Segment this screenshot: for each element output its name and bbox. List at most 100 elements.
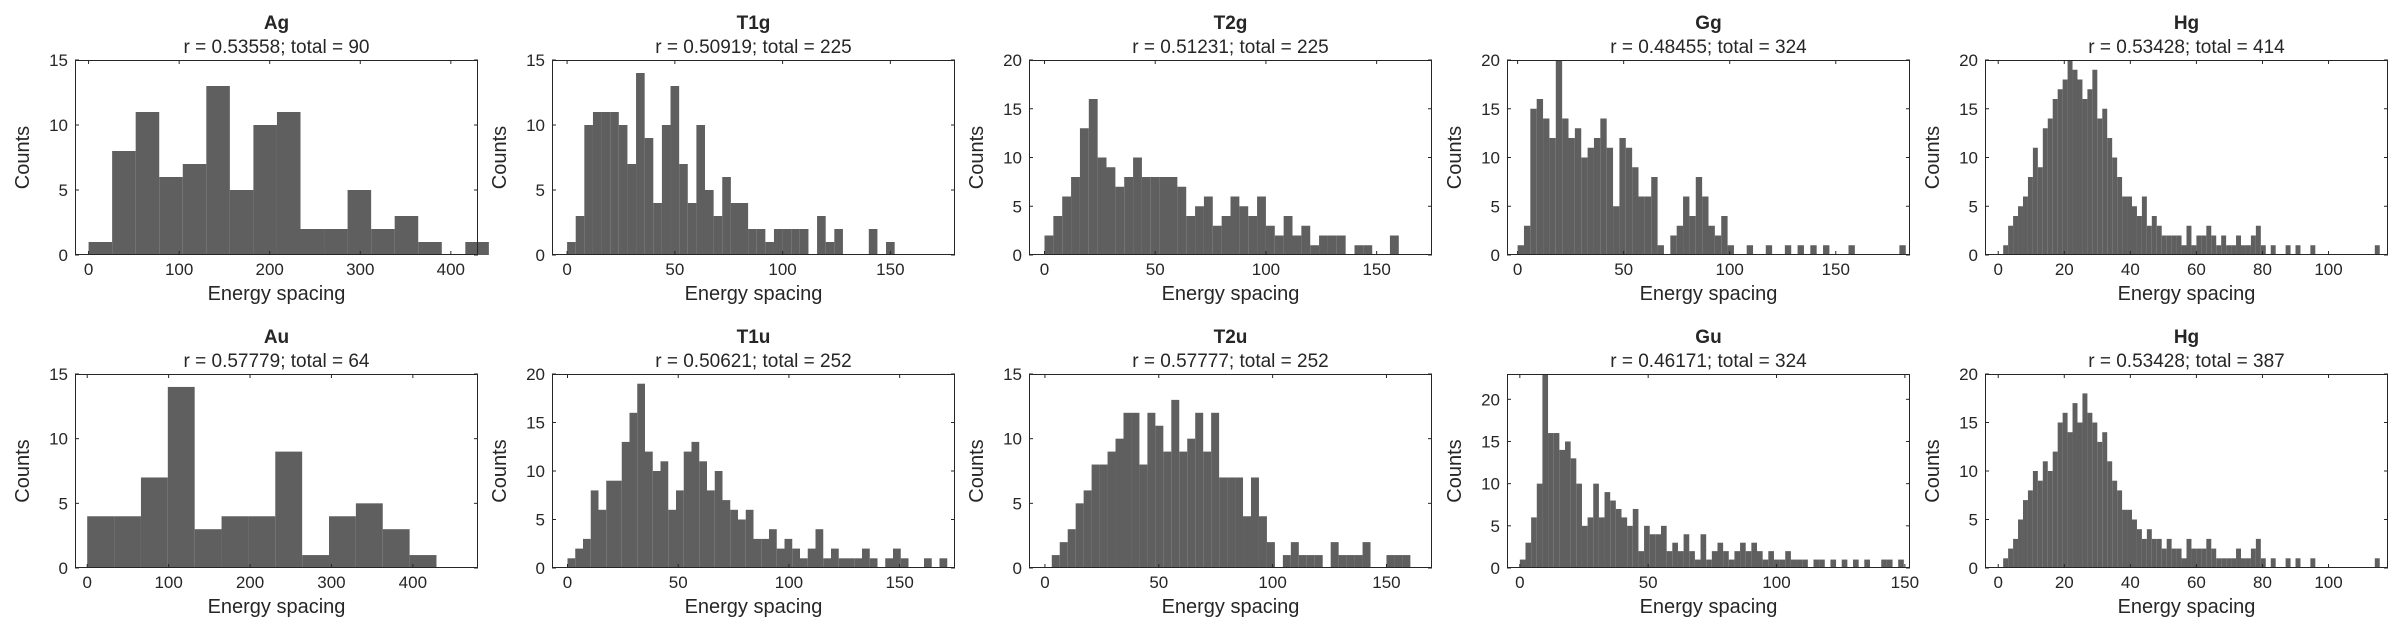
histogram-bar <box>1790 559 1797 568</box>
y-tick-label: 10 <box>1959 149 1978 168</box>
y-axis-label: Counts <box>1444 439 1466 502</box>
histogram-bar <box>792 548 800 568</box>
histogram-bar <box>699 461 707 568</box>
x-tick-label: 50 <box>1639 573 1658 592</box>
histogram-bar <box>1062 196 1072 255</box>
histogram-bar <box>1306 555 1315 568</box>
histogram-bar <box>629 412 638 568</box>
histogram-bar <box>1124 177 1134 255</box>
histogram-bar <box>1649 534 1656 568</box>
histogram-bar <box>1227 477 1236 568</box>
histogram-bar <box>2082 99 2088 255</box>
histogram-bar <box>2260 245 2266 255</box>
histogram-bars <box>2003 393 2380 568</box>
histogram-bar <box>2057 89 2063 255</box>
x-axis-label: Energy spacing <box>1640 283 1778 305</box>
y-axis-label: Counts <box>1922 439 1944 502</box>
y-tick-label: 0 <box>536 246 545 265</box>
histogram-bar <box>705 190 714 255</box>
histogram-bar <box>2245 558 2251 568</box>
panel-title: T2g <box>1214 13 1248 34</box>
histogram-bar <box>140 477 168 568</box>
histogram-bar <box>2107 461 2113 568</box>
histogram-bar <box>1115 438 1124 568</box>
panel-title: Gg <box>1695 13 1721 34</box>
panel-title: Hg <box>2174 13 2199 34</box>
histogram-bar <box>1559 449 1566 568</box>
histogram-bar <box>618 125 628 255</box>
histogram-bar <box>371 229 395 255</box>
histogram-bar <box>2295 558 2301 568</box>
histogram-bar <box>773 229 783 255</box>
y-tick-label: 20 <box>1481 390 1500 409</box>
histogram-bar <box>691 441 700 568</box>
panel-title: Au <box>264 327 289 348</box>
histogram-bar <box>1606 147 1614 255</box>
histogram-bar <box>738 519 746 568</box>
histogram-bar <box>112 151 136 255</box>
histogram-bar <box>2027 177 2033 255</box>
histogram-bar <box>1133 157 1142 255</box>
histogram-bar <box>2211 548 2217 568</box>
histogram-bar <box>2191 245 2197 255</box>
histogram-bar <box>1773 559 1780 568</box>
x-axis-label: Energy spacing <box>1162 596 1300 618</box>
histogram-bar <box>2186 538 2192 568</box>
histogram-bar <box>1354 555 1363 568</box>
x-tick-label: 150 <box>1372 573 1400 592</box>
histogram-bar <box>1886 559 1893 568</box>
histogram-bar <box>2156 538 2162 568</box>
histogram-bar <box>1071 177 1080 255</box>
histogram-bar <box>2295 245 2301 255</box>
histogram-bar <box>2117 177 2123 255</box>
histogram-bar <box>1740 542 1746 568</box>
histogram-bar <box>2186 225 2192 255</box>
histogram-bar <box>1651 177 1658 255</box>
histogram-bar <box>221 516 249 568</box>
histogram-bar <box>1797 245 1804 255</box>
y-tick-label: 0 <box>1013 246 1022 265</box>
y-tick-label: 0 <box>59 559 68 578</box>
y-tick-label: 10 <box>1003 149 1022 168</box>
y-axis-label: Counts <box>12 439 34 502</box>
y-tick-label: 15 <box>1959 100 1978 119</box>
histogram-bar <box>1562 118 1569 255</box>
histogram-bar <box>761 538 769 568</box>
histogram-bars <box>87 386 437 568</box>
x-tick-label: 100 <box>1252 260 1280 279</box>
histogram-bar <box>1243 516 1251 568</box>
histogram-bar <box>900 558 909 568</box>
histogram-bar <box>1282 555 1291 568</box>
histogram-bar <box>1711 551 1718 568</box>
x-tick-label: 100 <box>165 260 193 279</box>
x-tick-label: 50 <box>1614 260 1633 279</box>
histogram-bar <box>2181 245 2187 255</box>
histogram-bar <box>394 216 419 255</box>
histogram-bar <box>1248 216 1258 255</box>
histogram-bar <box>1517 245 1524 255</box>
x-tick-label: 80 <box>2253 260 2272 279</box>
histogram-bar <box>1386 555 1395 568</box>
histogram-bar <box>2067 60 2073 255</box>
histogram-bar <box>1785 551 1791 568</box>
histogram-bar <box>1587 517 1594 568</box>
histogram-bar <box>2097 118 2103 255</box>
histogram-bar <box>885 558 893 568</box>
histogram-panel-au-6: Au r = 0.57779; total = 64 0 100 200 300 400 0 5… <box>12 327 478 618</box>
histogram-bar <box>2122 196 2128 255</box>
histogram-bar <box>2077 422 2083 568</box>
histogram-bar <box>753 538 762 568</box>
histogram-bar <box>2245 245 2251 255</box>
y-tick-label: 15 <box>526 414 545 433</box>
histogram-bar <box>2374 558 2380 568</box>
histogram-bar <box>745 509 754 568</box>
x-axis-label: Energy spacing <box>208 283 346 305</box>
histogram-bar <box>1257 196 1266 255</box>
histogram-bar <box>2127 509 2132 568</box>
histogram-bar <box>1139 464 1148 568</box>
histogram-bar <box>868 229 878 255</box>
panel-title: Gu <box>1695 327 1721 348</box>
x-tick-label: 400 <box>399 573 427 592</box>
histogram-bar <box>2270 245 2276 255</box>
y-tick-label: 0 <box>1491 559 1500 578</box>
